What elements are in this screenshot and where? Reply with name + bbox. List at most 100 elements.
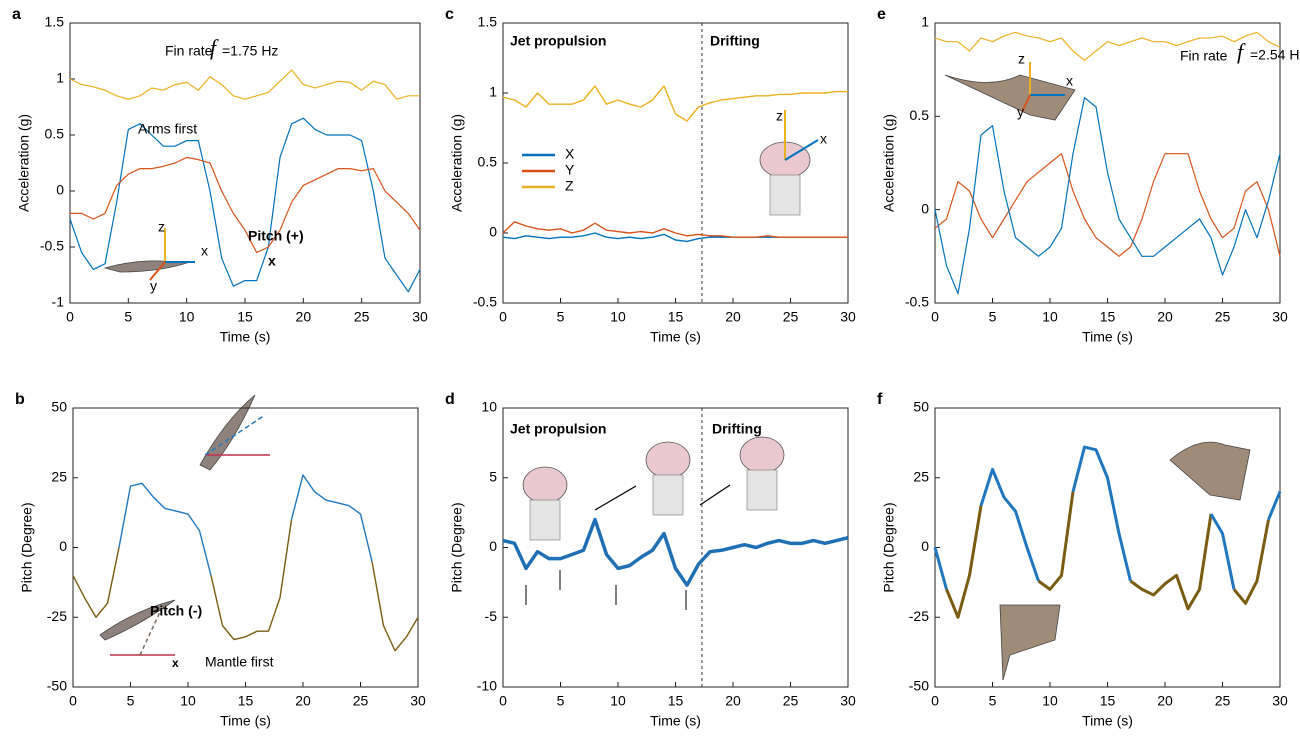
annotation: =1.75 Hz bbox=[222, 43, 278, 59]
annotation: f bbox=[1237, 39, 1246, 64]
y-axis-label: Pitch (Degree) bbox=[449, 502, 465, 592]
annotation: Jet propulsion bbox=[510, 421, 606, 437]
annotation: x bbox=[1066, 73, 1073, 89]
x-tick-label: 10 bbox=[1042, 309, 1058, 325]
x-tick-label: 25 bbox=[353, 693, 369, 709]
data-line bbox=[72, 547, 120, 618]
panel-label: d bbox=[445, 391, 455, 408]
y-tick-label: -50 bbox=[47, 678, 67, 694]
x-tick-label: 5 bbox=[989, 693, 997, 709]
x-tick-label: 0 bbox=[66, 309, 74, 325]
x-tick-label: 30 bbox=[840, 309, 856, 325]
data-line bbox=[371, 561, 419, 652]
annotation: z bbox=[1018, 51, 1025, 67]
y-tick-label: 0 bbox=[489, 224, 497, 240]
x-tick-label: 0 bbox=[499, 693, 507, 709]
x-tick-label: 25 bbox=[1215, 309, 1231, 325]
y-tick-label: 5 bbox=[489, 468, 497, 484]
y-tick-label: 1.5 bbox=[45, 14, 65, 30]
y-tick-label: 0 bbox=[489, 538, 497, 554]
data-line bbox=[69, 117, 421, 293]
x-tick-label: 25 bbox=[783, 693, 799, 709]
squid-illustration bbox=[103, 228, 195, 281]
x-tick-label: 20 bbox=[296, 309, 312, 325]
y-tick-label: 1 bbox=[921, 14, 929, 30]
x-axis-label: Time (s) bbox=[650, 329, 701, 345]
data-line bbox=[934, 153, 1281, 257]
squid-pitch-illustration bbox=[99, 394, 270, 656]
data-line bbox=[934, 31, 1281, 61]
y-tick-label: -5 bbox=[485, 608, 498, 624]
legend-label: X bbox=[565, 146, 575, 162]
x-axis-label: Time (s) bbox=[220, 713, 271, 729]
x-tick-label: 10 bbox=[179, 309, 195, 325]
y-tick-label: 0 bbox=[56, 182, 64, 198]
x-tick-label: 0 bbox=[931, 693, 939, 709]
x-tick-label: 5 bbox=[127, 693, 135, 709]
x-tick-label: 20 bbox=[725, 309, 741, 325]
x-tick-label: 15 bbox=[668, 693, 684, 709]
legend-label: Y bbox=[565, 162, 575, 178]
data-line bbox=[1071, 445, 1132, 582]
data-line bbox=[1267, 491, 1282, 521]
panel-label: e bbox=[877, 6, 886, 23]
data-line bbox=[290, 474, 373, 562]
x-tick-label: 20 bbox=[295, 693, 311, 709]
x-tick-label: 5 bbox=[557, 693, 565, 709]
data-line bbox=[1129, 513, 1213, 611]
annotation: x bbox=[820, 131, 827, 147]
x-tick-label: 15 bbox=[1100, 309, 1116, 325]
y-tick-label: 0.5 bbox=[478, 154, 498, 170]
y-axis-label: Acceleration (g) bbox=[449, 114, 465, 212]
x-axis-label: Time (s) bbox=[1082, 329, 1133, 345]
x-tick-label: 10 bbox=[180, 693, 196, 709]
x-tick-label: 15 bbox=[237, 309, 253, 325]
annotation: y bbox=[150, 278, 157, 294]
x-tick-label: 30 bbox=[840, 693, 856, 709]
annotation: z bbox=[158, 219, 165, 235]
y-tick-label: -0.5 bbox=[40, 238, 64, 254]
data-line bbox=[118, 482, 212, 576]
annotation: z bbox=[776, 108, 783, 124]
x-tick-label: 30 bbox=[1272, 309, 1288, 325]
data-line bbox=[1232, 519, 1270, 605]
manta-illustration bbox=[944, 62, 1251, 681]
panel-label: c bbox=[445, 6, 454, 23]
x-tick-label: 10 bbox=[610, 309, 626, 325]
y-tick-label: 0 bbox=[921, 538, 929, 554]
annotation: Mantle first bbox=[205, 654, 274, 670]
data-line bbox=[945, 505, 983, 619]
annotation: x bbox=[201, 243, 208, 259]
annotation: x bbox=[172, 656, 179, 670]
y-tick-label: 0.5 bbox=[910, 107, 930, 123]
annotation: x bbox=[268, 253, 276, 269]
x-tick-label: 5 bbox=[989, 309, 997, 325]
x-tick-label: 10 bbox=[1042, 693, 1058, 709]
y-tick-label: 25 bbox=[913, 468, 929, 484]
y-tick-label: 1 bbox=[489, 84, 497, 100]
data-line bbox=[1037, 491, 1075, 591]
x-axis-label: Time (s) bbox=[1082, 713, 1133, 729]
y-tick-label: -50 bbox=[909, 678, 929, 694]
x-tick-label: 30 bbox=[1272, 693, 1288, 709]
annotation: Drifting bbox=[710, 33, 760, 49]
annotation: y bbox=[1017, 104, 1024, 120]
y-axis-label: Acceleration (g) bbox=[881, 114, 897, 212]
y-tick-label: 50 bbox=[913, 399, 929, 415]
y-tick-label: 0 bbox=[59, 538, 67, 554]
data-line bbox=[502, 221, 848, 238]
y-tick-label: 25 bbox=[51, 468, 67, 484]
annotation: =2.54 Hz bbox=[1250, 47, 1300, 63]
y-tick-label: -0.5 bbox=[905, 294, 929, 310]
y-axis-label: Acceleration (g) bbox=[16, 114, 32, 212]
y-axis-label: Pitch (Degree) bbox=[881, 502, 897, 592]
x-axis-label: Time (s) bbox=[650, 713, 701, 729]
y-tick-label: -25 bbox=[909, 608, 929, 624]
x-tick-label: 20 bbox=[725, 693, 741, 709]
x-tick-label: 5 bbox=[124, 309, 132, 325]
annotation: Drifting bbox=[712, 421, 762, 437]
x-tick-label: 20 bbox=[1157, 309, 1173, 325]
x-tick-label: 20 bbox=[1157, 693, 1173, 709]
x-tick-label: 25 bbox=[783, 309, 799, 325]
